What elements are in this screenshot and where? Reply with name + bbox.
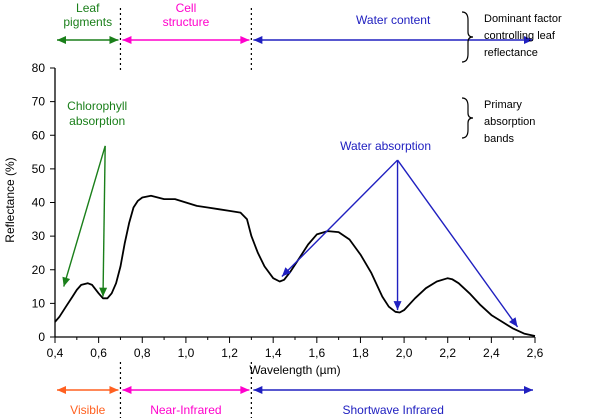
- x-tick-label: 0,8: [134, 346, 151, 360]
- top-region-arrow-head-start: [122, 36, 132, 44]
- annotation-arrow-head-end: [509, 317, 518, 327]
- bottom-regions: Visible Near-Infrared Shortwave Infrared: [57, 386, 533, 417]
- annotation-arrow-head-end: [99, 287, 108, 297]
- y-axis-ticks: 0 10 20 30 40 50 60 70 80: [32, 61, 55, 344]
- top-region-arrow-head-start: [57, 36, 66, 44]
- top-region-arrow-head-start: [253, 36, 263, 44]
- annotation-label: Water absorption: [340, 139, 431, 153]
- bottom-region-arrow-head-end: [240, 386, 250, 394]
- bottom-region-label: Visible: [70, 403, 105, 417]
- x-tick-label: 2,6: [527, 346, 544, 360]
- bottom-region-arrow-head-end: [109, 386, 119, 394]
- brace: [461, 11, 474, 63]
- bottom-region-label: Shortwave Infrared: [342, 403, 443, 417]
- y-tick-label: 80: [32, 61, 46, 75]
- bottom-region-arrow-head-start: [57, 386, 66, 394]
- y-axis-title: Reflectance (%): [3, 157, 17, 242]
- annotation-arrow-head-end: [281, 267, 292, 277]
- y-tick-label: 50: [32, 162, 46, 176]
- y-tick-label: 10: [32, 296, 46, 310]
- bottom-region-arrow-head-start: [122, 386, 132, 394]
- annotation-arrow: [281, 159, 399, 277]
- reflectance-series: [54, 194, 536, 337]
- x-tick-label: 2,2: [439, 346, 456, 360]
- side-labels: Dominant factor controlling leaf reflectan…: [461, 11, 562, 145]
- x-tick-label: 2,0: [396, 346, 413, 360]
- brace: [461, 97, 474, 139]
- x-axis-ticks: 0,4 0,6 0,8 1,0 1,2 1,4 1,6 1,8 2,0 2,2 2,4 2,6: [47, 337, 544, 360]
- top-region-arrow-head-end: [524, 36, 533, 44]
- bottom-region-arrow-head-start: [253, 386, 263, 394]
- annotation-arrow: [102, 145, 106, 297]
- x-tick-label: 1,8: [352, 346, 369, 360]
- top-regions: Leaf pigments Cell structure Water content: [57, 1, 533, 44]
- top-region-label: Cell structure: [163, 1, 210, 29]
- region-dividers: [119, 8, 252, 418]
- y-tick-label: 40: [32, 196, 46, 210]
- x-tick-label: 1,0: [178, 346, 195, 360]
- x-tick-label: 1,2: [221, 346, 238, 360]
- y-tick-label: 70: [32, 95, 46, 109]
- x-tick-label: 1,6: [308, 346, 325, 360]
- x-tick-label: 2,4: [483, 346, 500, 360]
- bottom-region-arrow-head-end: [524, 386, 533, 394]
- y-tick-label: 0: [38, 330, 45, 344]
- reflectance-line: [54, 194, 536, 337]
- top-region-label: Water content: [356, 13, 431, 27]
- x-tick-label: 0,4: [47, 346, 64, 360]
- annotations: Chlorophyll absorption Water absorption: [62, 99, 519, 328]
- annotation-label: Chlorophyll absorption: [67, 99, 127, 128]
- side-label: Primary absorption bands: [484, 99, 535, 145]
- annotation-arrow-head-end: [393, 301, 402, 311]
- y-tick-label: 20: [32, 263, 46, 277]
- top-region-arrow-head-end: [240, 36, 250, 44]
- y-tick-label: 30: [32, 229, 46, 243]
- top-region-arrow-head-end: [109, 36, 119, 44]
- annotation-arrow-head-end: [62, 276, 71, 287]
- y-tick-label: 60: [32, 128, 46, 142]
- x-tick-label: 1,4: [265, 346, 282, 360]
- annotation-arrow: [63, 145, 106, 287]
- bottom-region-label: Near-Infrared: [150, 403, 221, 417]
- annotation-arrow: [396, 159, 519, 328]
- x-axis-title: Wavelength (µm): [249, 363, 340, 377]
- top-region-label: Leaf pigments: [63, 1, 112, 29]
- x-tick-label: 0,6: [90, 346, 107, 360]
- side-label: Dominant factor controlling leaf reflectan…: [484, 13, 562, 59]
